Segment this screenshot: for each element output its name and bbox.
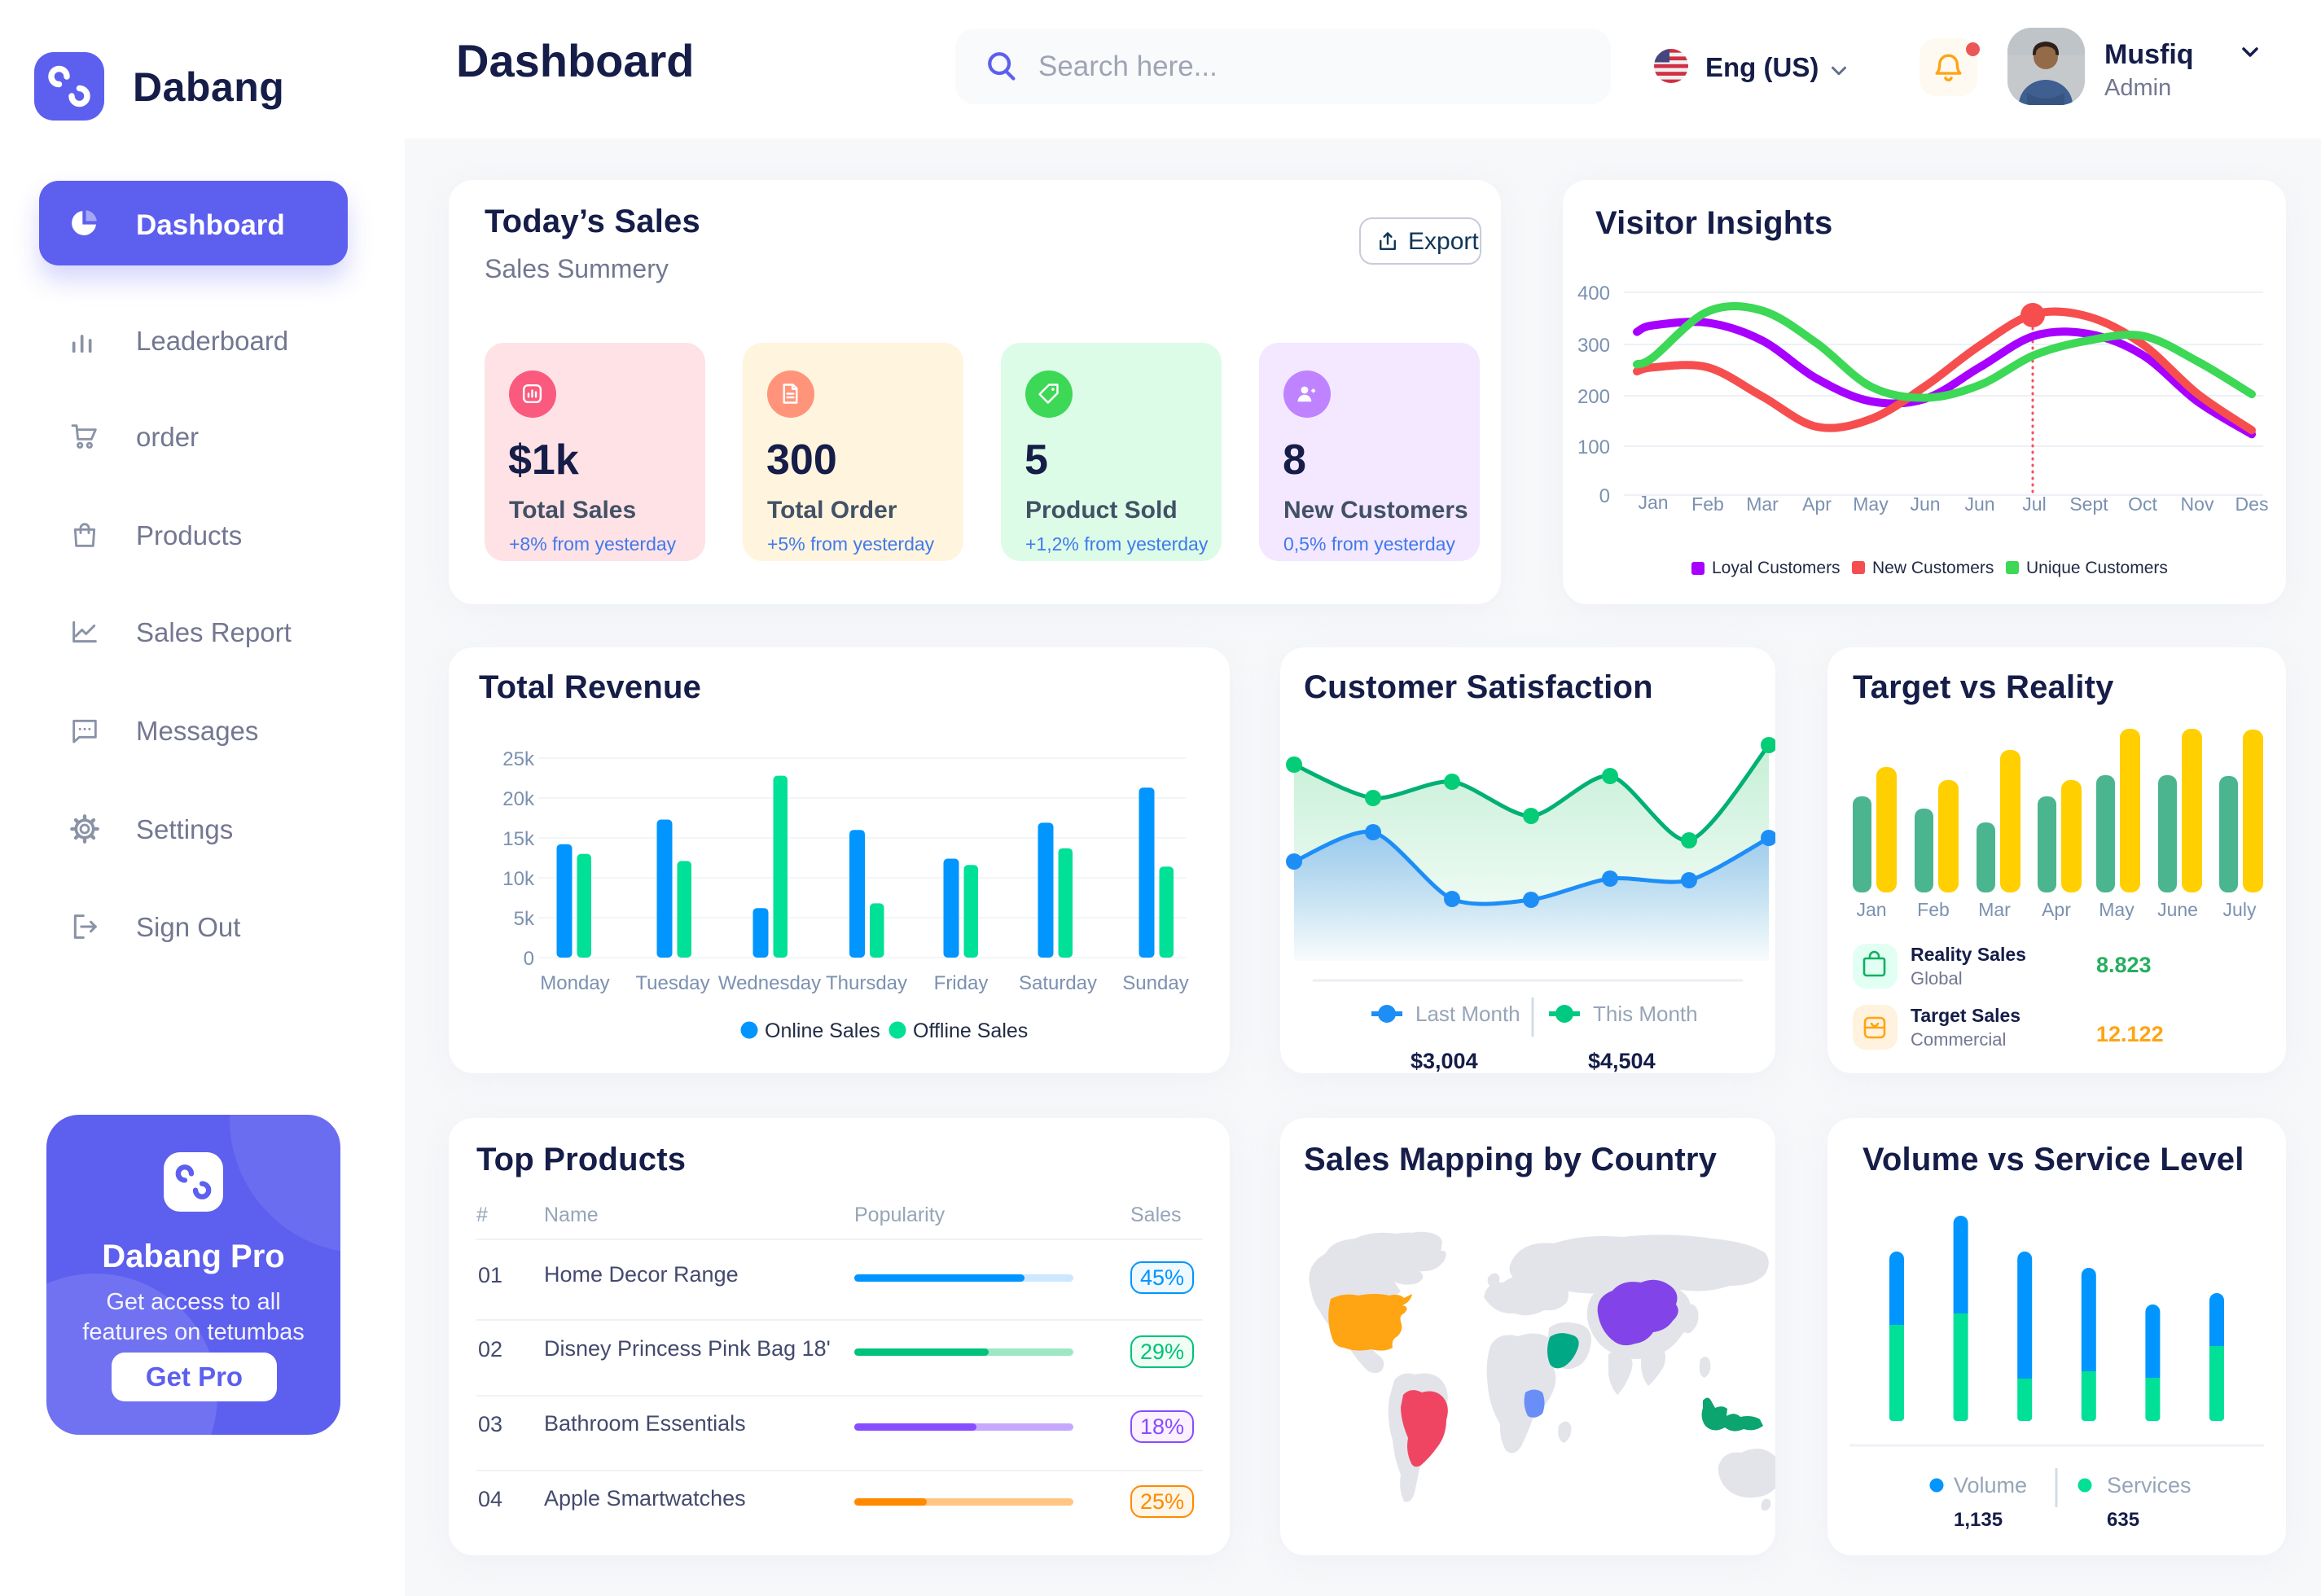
- svg-text:Mar: Mar: [1978, 899, 2011, 920]
- svg-text:May: May: [2099, 899, 2135, 920]
- svg-text:12.122: 12.122: [2096, 1022, 2164, 1046]
- svg-text:20k: 20k: [502, 788, 535, 810]
- svg-text:0: 0: [524, 948, 534, 970]
- svg-text:Offline Sales: Offline Sales: [913, 1019, 1028, 1042]
- svg-text:Nov: Nov: [2181, 493, 2214, 515]
- svg-text:Unique Customers: Unique Customers: [2026, 559, 2168, 577]
- svg-text:Feb: Feb: [1691, 493, 1724, 515]
- svg-text:0: 0: [1599, 485, 1610, 507]
- svg-text:July: July: [2223, 899, 2257, 920]
- svg-text:Services: Services: [2107, 1473, 2192, 1497]
- svg-text:Apr: Apr: [2042, 899, 2071, 920]
- svg-text:Jun: Jun: [1910, 493, 1940, 515]
- svg-text:Volume: Volume: [1954, 1473, 2027, 1497]
- svg-text:Oct: Oct: [2128, 493, 2157, 515]
- svg-text:Sept: Sept: [2069, 493, 2108, 515]
- svg-text:Feb: Feb: [1917, 899, 1950, 920]
- svg-text:Tuesday: Tuesday: [635, 972, 709, 994]
- svg-text:Friday: Friday: [934, 972, 989, 994]
- svg-text:Jul: Jul: [2022, 493, 2046, 515]
- svg-text:June: June: [2157, 899, 2198, 920]
- svg-text:Reality Sales: Reality Sales: [1911, 944, 2026, 965]
- svg-text:Jan: Jan: [1856, 899, 1886, 920]
- svg-text:15k: 15k: [502, 828, 535, 850]
- svg-text:200: 200: [1577, 386, 1610, 408]
- svg-text:5k: 5k: [514, 908, 535, 930]
- svg-text:Saturday: Saturday: [1019, 972, 1097, 994]
- svg-text:635: 635: [2107, 1509, 2139, 1531]
- svg-text:New Customers: New Customers: [1872, 559, 1994, 577]
- svg-text:Online Sales: Online Sales: [765, 1019, 880, 1042]
- svg-text:1,135: 1,135: [1954, 1509, 2003, 1531]
- svg-text:10k: 10k: [502, 868, 535, 890]
- svg-text:Monday: Monday: [540, 972, 609, 994]
- svg-text:Apr: Apr: [1802, 493, 1832, 515]
- svg-text:Target Sales: Target Sales: [1911, 1005, 2020, 1026]
- svg-text:May: May: [1853, 493, 1889, 515]
- svg-text:Last Month: Last Month: [1415, 1002, 1520, 1026]
- svg-text:Thursday: Thursday: [826, 972, 907, 994]
- svg-text:Global: Global: [1911, 968, 1963, 989]
- svg-text:Sunday: Sunday: [1122, 972, 1188, 994]
- svg-text:$4,504: $4,504: [1588, 1049, 1656, 1073]
- svg-text:Jun: Jun: [1964, 493, 1994, 515]
- svg-text:100: 100: [1577, 436, 1610, 458]
- svg-text:Loyal Customers: Loyal Customers: [1712, 559, 1841, 577]
- svg-text:$3,004: $3,004: [1411, 1049, 1478, 1073]
- svg-text:This Month: This Month: [1593, 1002, 1698, 1026]
- svg-text:Jan: Jan: [1638, 492, 1668, 513]
- svg-text:Commercial: Commercial: [1911, 1029, 2006, 1050]
- svg-text:Des: Des: [2235, 493, 2269, 515]
- svg-text:8.823: 8.823: [2096, 953, 2152, 977]
- svg-text:400: 400: [1577, 283, 1610, 305]
- svg-text:Mar: Mar: [1746, 493, 1779, 515]
- svg-text:Wednesday: Wednesday: [718, 972, 821, 994]
- svg-text:300: 300: [1577, 335, 1610, 357]
- svg-text:25k: 25k: [502, 748, 535, 770]
